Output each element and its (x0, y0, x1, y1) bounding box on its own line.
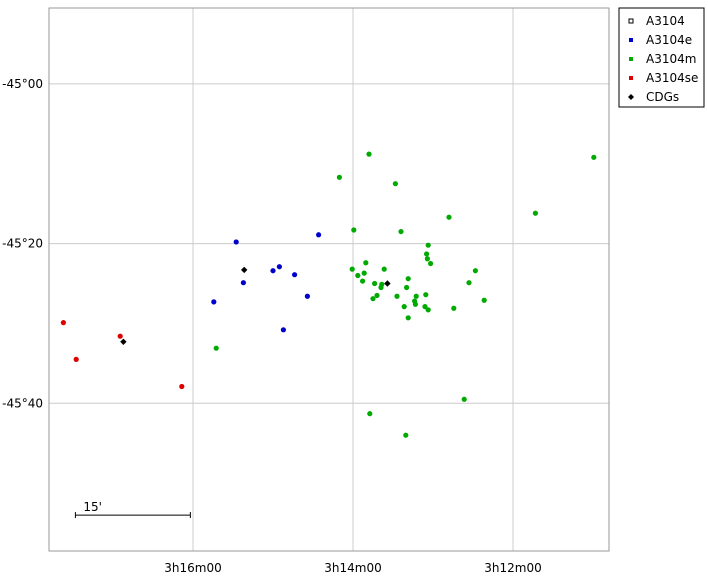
legend-label: A3104m (646, 52, 696, 66)
data-point (280, 327, 286, 333)
data-point (422, 304, 428, 310)
data-point (532, 210, 539, 216)
data-point (451, 305, 457, 311)
x-tick-label: 3h12m00 (484, 561, 541, 575)
legend-marker (629, 38, 633, 42)
data-point (213, 345, 219, 351)
grid-lines (49, 8, 609, 551)
series-A3104m (213, 151, 597, 438)
legend-marker (629, 57, 633, 61)
y-tick-labels: -45°00 -45°20 -45°40 (2, 77, 43, 410)
scale-bar: 15' (74, 500, 191, 519)
data-point (233, 239, 239, 245)
series-A3104se (60, 320, 185, 390)
x-tick-label: 3h14m00 (324, 561, 381, 575)
data-point (394, 293, 400, 299)
scale-bar-label: 15' (83, 500, 102, 514)
legend: A3104 A3104e A3104m A3104se CDGs (618, 7, 705, 108)
data-point (428, 260, 434, 267)
data-point (472, 268, 478, 274)
data-point (304, 293, 310, 299)
data-point (425, 307, 431, 313)
data-point (316, 232, 322, 238)
data-point (336, 174, 342, 180)
y-tick-label: -45°00 (2, 77, 43, 91)
cdg-marker (241, 266, 248, 274)
legend-entries: A3104 A3104e A3104m A3104se CDGs (628, 14, 698, 104)
legend-marker (628, 18, 634, 24)
data-point (405, 276, 411, 282)
y-tick-label: -45°20 (2, 237, 43, 251)
data-points (60, 151, 597, 438)
data-point (179, 383, 185, 390)
data-point (424, 251, 430, 257)
series-A3104e (211, 232, 322, 333)
legend-box (618, 7, 705, 108)
data-point (270, 268, 276, 274)
data-point (367, 411, 373, 417)
data-point (349, 266, 355, 272)
data-point (366, 151, 372, 157)
legend-label: A3104se (646, 71, 698, 85)
data-point (466, 280, 472, 286)
data-point (372, 280, 378, 287)
data-point (392, 181, 398, 187)
data-point (276, 264, 282, 270)
data-point (117, 333, 123, 339)
data-point (446, 214, 452, 220)
legend-marker (628, 94, 634, 100)
data-point (292, 272, 298, 278)
data-point (355, 272, 361, 279)
data-point (211, 299, 217, 305)
plot-frame (48, 7, 610, 552)
data-point (378, 284, 384, 291)
data-point (413, 293, 419, 299)
data-point (60, 320, 66, 326)
data-point (423, 292, 429, 298)
data-point (374, 292, 380, 299)
data-point (351, 227, 357, 233)
data-point (424, 256, 430, 262)
data-point (363, 260, 369, 266)
data-point (360, 278, 366, 284)
data-point (425, 242, 431, 248)
y-tick-label: -45°40 (2, 396, 43, 410)
data-point (73, 356, 79, 362)
data-point (361, 270, 367, 276)
data-point (591, 154, 597, 160)
data-point (461, 396, 467, 402)
data-point (370, 296, 376, 302)
data-point (403, 432, 409, 438)
data-point (412, 301, 418, 307)
data-point (240, 280, 246, 286)
data-point (381, 266, 387, 272)
data-point (398, 228, 404, 235)
data-point (405, 315, 411, 321)
legend-label: A3104 (646, 14, 685, 28)
x-tick-labels: 3h16m00 3h14m00 3h12m00 (164, 561, 541, 575)
x-tick-label: 3h16m00 (164, 561, 221, 575)
data-point (404, 284, 410, 291)
cdg-marker (120, 338, 127, 345)
series-CDGs (120, 266, 391, 345)
data-point (401, 304, 407, 310)
cdg-marker (384, 280, 391, 287)
plot-area (49, 8, 609, 551)
legend-label: A3104e (646, 33, 692, 47)
data-point (481, 297, 487, 303)
legend-marker (629, 76, 633, 80)
legend-label: CDGs (646, 90, 679, 104)
